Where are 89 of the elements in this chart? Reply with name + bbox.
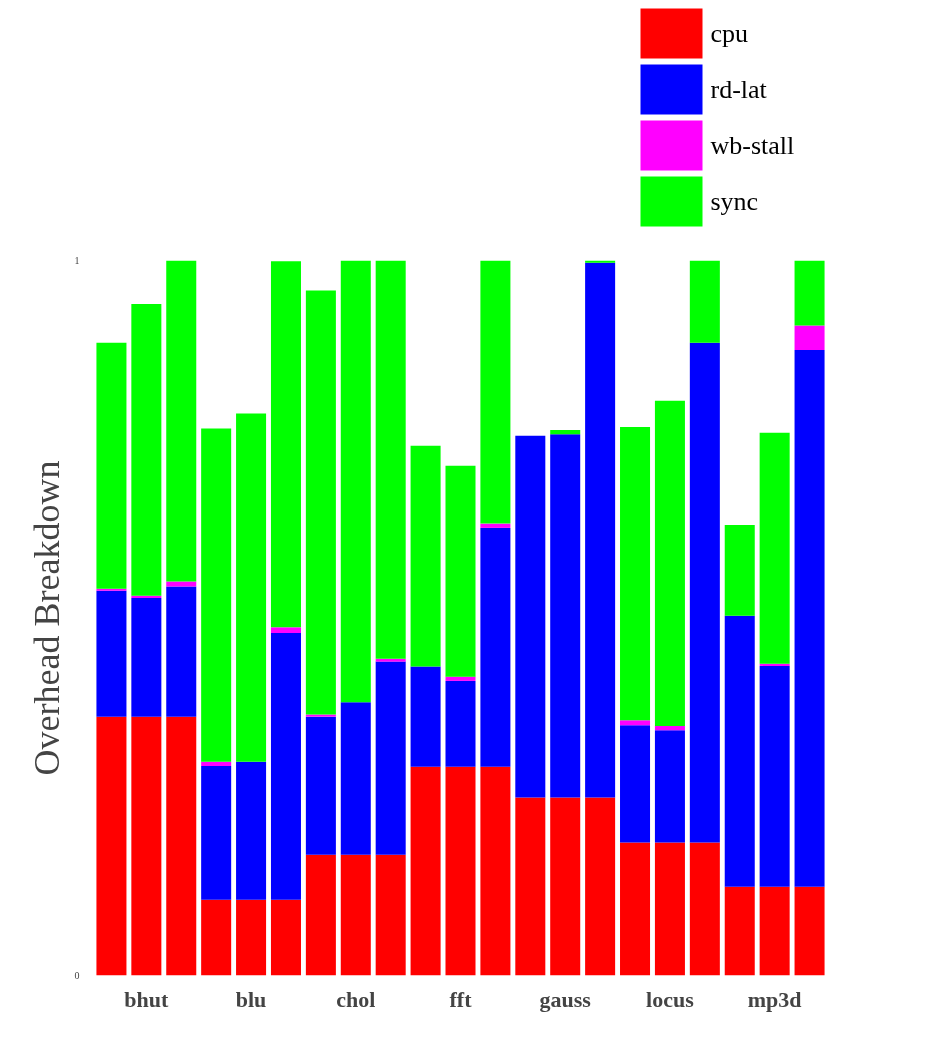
bar [305,290,336,715]
bar [375,854,406,976]
bar [305,716,336,855]
bar [794,260,825,326]
bar [620,842,651,976]
bar [620,725,651,843]
bar [131,595,162,598]
legend-label: rd-lat [710,75,768,104]
bar [236,761,267,900]
bar [515,797,546,976]
bar [585,797,616,976]
bar [375,260,406,659]
bar [480,766,511,976]
bar [550,429,581,435]
bar [270,627,301,634]
bar [131,716,162,976]
bar [236,413,267,762]
bar [340,260,371,703]
bar [270,899,301,976]
bar [654,842,685,976]
bar [131,597,162,717]
bar [759,432,790,664]
bar [445,465,476,677]
bar [759,886,790,976]
bar [550,797,581,976]
bar [375,661,406,855]
bar [201,428,232,762]
legend-label: sync [710,187,759,216]
bar [480,523,511,528]
bar [96,342,127,589]
bar [410,766,441,976]
bar [375,658,406,662]
bar [236,899,267,976]
bar [445,676,476,681]
y-tick-label: 0 [74,970,80,981]
bar [480,527,511,767]
bar [166,586,197,717]
bar [689,842,720,976]
x-tick-label: locus [646,986,695,1012]
bar [96,588,127,591]
bar [201,761,232,767]
bar [201,766,232,900]
bar [689,260,720,343]
bar [270,261,301,628]
bar [340,702,371,855]
bar [340,854,371,976]
bar [724,886,755,976]
bar [270,633,301,900]
x-tick-label: gauss [539,986,592,1012]
bar [759,663,790,666]
bar [794,325,825,350]
bar [480,260,511,524]
bar [654,730,685,843]
x-tick-label: fft [449,986,473,1012]
legend-label: cpu [710,19,749,48]
bar [585,260,616,263]
bar [654,725,685,731]
bar [445,766,476,976]
bar [445,680,476,767]
bar [550,434,581,798]
bar [166,716,197,976]
bar [585,262,616,798]
bar [654,400,685,726]
bar [794,349,825,887]
bar [515,435,546,798]
y-axis-title: Overhead Breakdown [26,460,67,776]
legend-label: wb-stall [710,131,795,160]
x-tick-label: mp3d [747,986,802,1012]
bar [96,590,127,717]
bar [410,666,441,767]
bar [410,445,441,667]
bar [166,581,197,587]
bar [759,665,790,887]
bar [620,427,651,721]
bar [724,525,755,616]
bar [131,304,162,596]
x-tick-label: bhut [124,986,170,1012]
x-tick-label: chol [336,986,376,1012]
bar [201,899,232,976]
bar [305,854,336,976]
y-tick-label: 1 [74,255,80,266]
bar [794,886,825,976]
x-tick-label: blu [235,986,267,1012]
bar [689,342,720,843]
bar [724,615,755,887]
bar [620,720,651,726]
bar [166,260,197,582]
bar [305,714,336,717]
bar [96,716,127,976]
